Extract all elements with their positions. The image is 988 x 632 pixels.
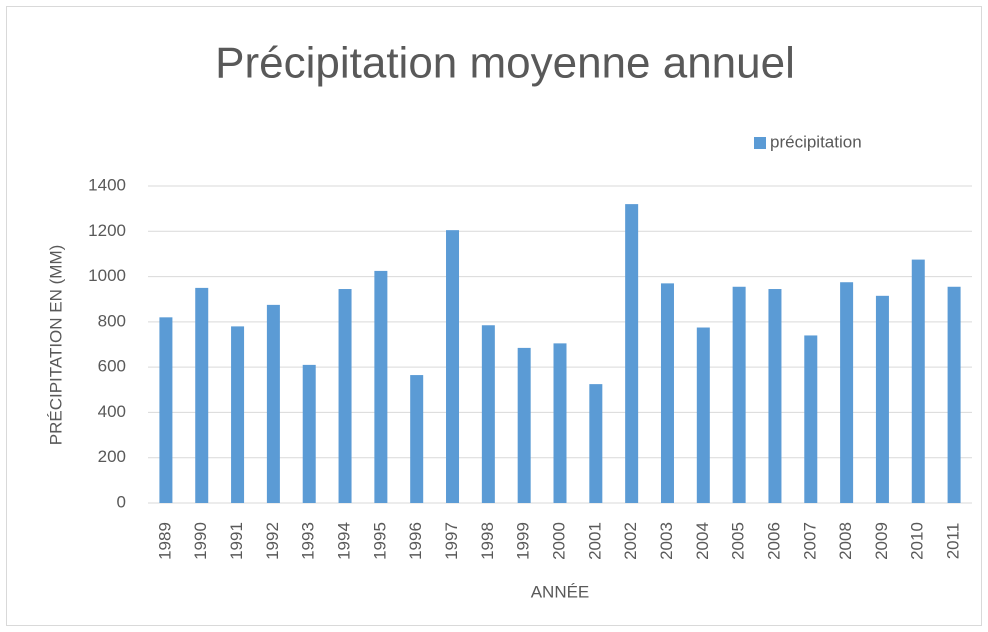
x-tick-label: 1991 — [227, 522, 246, 560]
bar — [266, 304, 280, 503]
x-tick-label: 1999 — [514, 522, 533, 560]
x-tick-label: 2001 — [585, 522, 604, 560]
x-tick-label: 2000 — [549, 522, 568, 560]
bar — [374, 270, 388, 503]
x-tick-label: 1992 — [263, 522, 282, 560]
x-tick-label: 2008 — [836, 522, 855, 560]
x-tick-label: 1996 — [406, 522, 425, 560]
chart-border — [6, 6, 982, 626]
bar — [159, 317, 173, 503]
x-tick-label: 1990 — [191, 522, 210, 560]
x-tick-label: 2005 — [729, 522, 748, 560]
bar — [338, 289, 352, 503]
bar — [947, 286, 961, 503]
y-tick-label: 1400 — [88, 175, 126, 194]
x-tick-label: 1994 — [335, 522, 354, 560]
bar — [589, 384, 603, 503]
x-tick-label: 2010 — [908, 522, 927, 560]
bar — [231, 326, 245, 503]
bar — [446, 230, 460, 503]
bar — [660, 283, 674, 503]
bar — [804, 335, 818, 503]
x-tick-label: 1995 — [370, 522, 389, 560]
y-tick-label: 0 — [117, 492, 126, 511]
bar — [840, 282, 854, 503]
bar — [195, 287, 209, 503]
y-tick-label: 1200 — [88, 221, 126, 240]
y-tick-label: 800 — [98, 311, 126, 330]
bar — [302, 364, 316, 503]
y-tick-label: 1000 — [88, 266, 126, 285]
bar — [696, 327, 710, 503]
bar — [517, 347, 531, 503]
x-tick-label: 1998 — [478, 522, 497, 560]
legend-label: précipitation — [770, 132, 862, 151]
bar — [911, 259, 925, 503]
y-tick-label: 400 — [98, 402, 126, 421]
bar — [410, 375, 424, 503]
chart-title: Précipitation moyenne annuel — [215, 39, 795, 88]
bar — [553, 343, 567, 503]
bar — [768, 289, 782, 503]
x-tick-label: 2002 — [621, 522, 640, 560]
x-tick-label: 2004 — [693, 522, 712, 560]
x-tick-label: 2003 — [657, 522, 676, 560]
x-tick-label: 2011 — [944, 523, 963, 560]
x-axis-label: ANNÉE — [531, 582, 590, 601]
bar — [625, 204, 639, 503]
x-tick-label: 1997 — [442, 522, 461, 560]
bar — [732, 286, 746, 503]
bar — [481, 325, 495, 503]
y-tick-label: 600 — [98, 357, 126, 376]
x-tick-label: 2007 — [800, 522, 819, 560]
x-tick-label: 1989 — [155, 522, 174, 560]
y-axis-label: PRÉCIPITATION EN (MM) — [46, 245, 65, 446]
x-tick-label: 1993 — [299, 522, 318, 560]
bar — [875, 295, 889, 503]
x-tick-label: 2009 — [872, 522, 891, 560]
y-tick-label: 200 — [98, 447, 126, 466]
x-tick-label: 2006 — [764, 522, 783, 560]
legend-swatch — [754, 137, 766, 149]
